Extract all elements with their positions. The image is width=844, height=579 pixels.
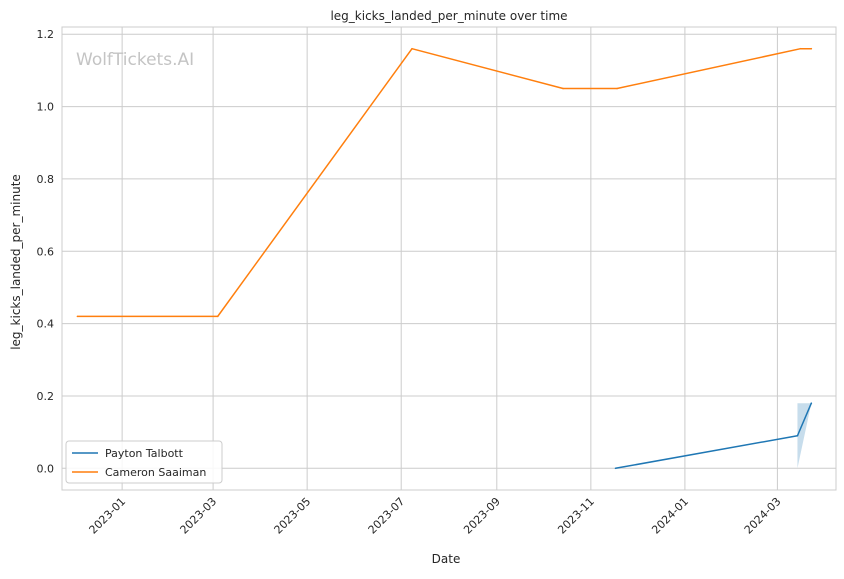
data-point-cameron-saaiman [616, 87, 618, 90]
data-point-cameron-saaiman [216, 315, 219, 318]
confidence-bands [797, 403, 812, 469]
chart-title: leg_kicks_landed_per_minute over time [330, 9, 567, 23]
legend-box [65, 440, 223, 484]
legend-label-cameron-saaiman: Cameron Saaiman [105, 466, 206, 479]
y-tick-label: 0.4 [37, 318, 55, 331]
data-point-payton-talbott [614, 467, 617, 470]
legend: Payton Talbott Cameron Saaiman [65, 440, 223, 484]
data-point-payton-talbott [810, 402, 813, 404]
confidence-band-payton-talbott [797, 403, 812, 469]
y-axis-label: leg_kicks_landed_per_minute [9, 174, 23, 350]
y-tick-labels: 0.0 0.2 0.4 0.6 0.8 1.0 1.2 [37, 28, 55, 475]
watermark-text: WolfTickets.AI [76, 50, 194, 70]
y-tick-label: 0.2 [37, 390, 55, 403]
data-point-cameron-saaiman [411, 47, 413, 50]
legend-label-payton-talbott: Payton Talbott [105, 447, 184, 460]
x-axis-label: Date [432, 552, 461, 566]
y-tick-label: 0.8 [37, 173, 55, 186]
plot-area [62, 27, 836, 490]
plot-frame [61, 26, 837, 491]
series-lines [76, 47, 813, 470]
data-point-cameron-saaiman [76, 315, 79, 318]
grid-lines [62, 27, 836, 490]
data-point-payton-talbott [796, 434, 799, 437]
y-tick-label: 0.0 [37, 462, 55, 475]
data-point-cameron-saaiman [799, 47, 802, 50]
y-tick-label: 1.0 [37, 101, 55, 114]
data-point-cameron-saaiman [562, 87, 564, 90]
y-tick-label: 0.6 [37, 245, 55, 258]
y-tick-label: 1.2 [37, 28, 55, 41]
data-point-cameron-saaiman [810, 47, 813, 50]
